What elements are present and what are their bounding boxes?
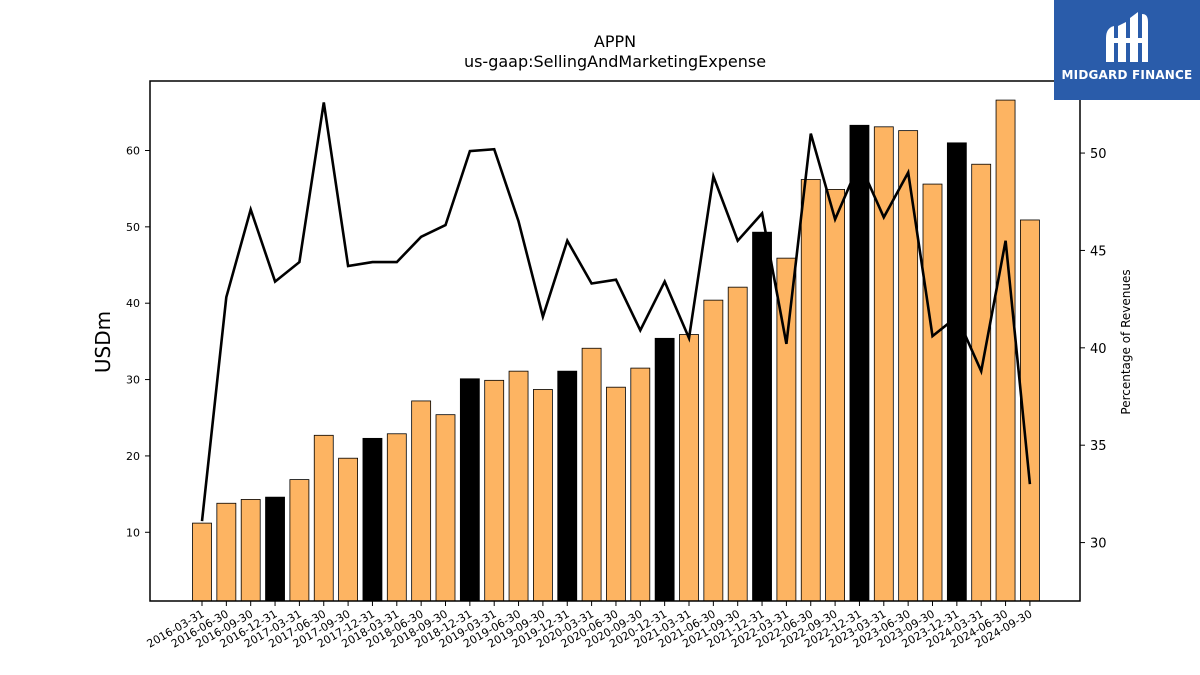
plot-frame — [149, 80, 1081, 602]
bar — [654, 337, 675, 602]
y2-axis-label: Percentage of Revenues — [1119, 269, 1133, 414]
bar — [606, 386, 626, 602]
bar — [630, 367, 651, 602]
bar — [800, 179, 821, 602]
bar — [338, 457, 359, 602]
bar — [240, 499, 261, 602]
bar — [386, 433, 407, 602]
bar — [192, 522, 212, 602]
bar — [216, 502, 237, 602]
y-tick-label: 50 — [126, 221, 140, 234]
bar — [508, 370, 529, 602]
y-tick-label: 30 — [126, 374, 140, 387]
bar — [459, 378, 480, 602]
bar — [581, 347, 602, 602]
brand-logo: MIDGARD FINANCE — [1054, 0, 1200, 100]
bar — [922, 183, 943, 602]
bar — [898, 130, 919, 602]
bar — [265, 496, 285, 602]
bar — [727, 286, 748, 602]
bar — [289, 479, 310, 602]
bar — [362, 437, 383, 602]
bar — [313, 434, 334, 602]
y-tick-label: 10 — [126, 526, 140, 539]
bar — [995, 99, 1016, 602]
y-tick-label: 60 — [126, 144, 140, 157]
bar — [946, 142, 967, 602]
midgard-logo-icon — [1106, 12, 1148, 62]
bar — [971, 163, 992, 602]
bar — [825, 189, 845, 602]
series-line — [200, 102, 1032, 522]
y2-tick-label: 35 — [1090, 439, 1107, 454]
bar — [557, 370, 578, 602]
y2-tick-label: 40 — [1090, 342, 1107, 357]
y2-tick-label: 45 — [1090, 244, 1107, 259]
chart-title: APPN — [593, 32, 637, 51]
chart-subtitle: us-gaap:SellingAndMarketingExpense — [463, 52, 767, 71]
bar — [484, 379, 505, 602]
brand-name: MIDGARD FINANCE — [1061, 68, 1193, 82]
y-tick-label: 40 — [126, 297, 140, 310]
y2-tick-label: 30 — [1090, 537, 1107, 552]
y2-tick-label: 50 — [1090, 147, 1107, 162]
bar — [703, 299, 724, 602]
bar — [411, 400, 432, 602]
y-tick-label: 20 — [126, 450, 140, 463]
bar — [752, 231, 772, 602]
bar — [533, 389, 553, 602]
y-axis-label: USDm — [91, 311, 115, 373]
bar — [679, 334, 699, 602]
bar — [849, 124, 870, 602]
bar — [873, 126, 894, 602]
bar — [435, 414, 456, 602]
